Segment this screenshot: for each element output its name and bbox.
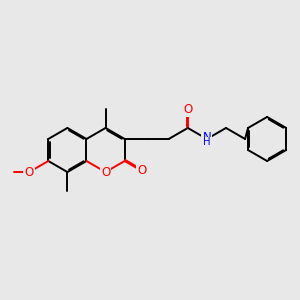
Text: O: O [183, 103, 192, 116]
Text: N: N [202, 131, 211, 144]
Text: O: O [137, 164, 147, 177]
Text: O: O [25, 166, 34, 178]
Text: O: O [101, 166, 110, 178]
Text: H: H [203, 137, 211, 147]
